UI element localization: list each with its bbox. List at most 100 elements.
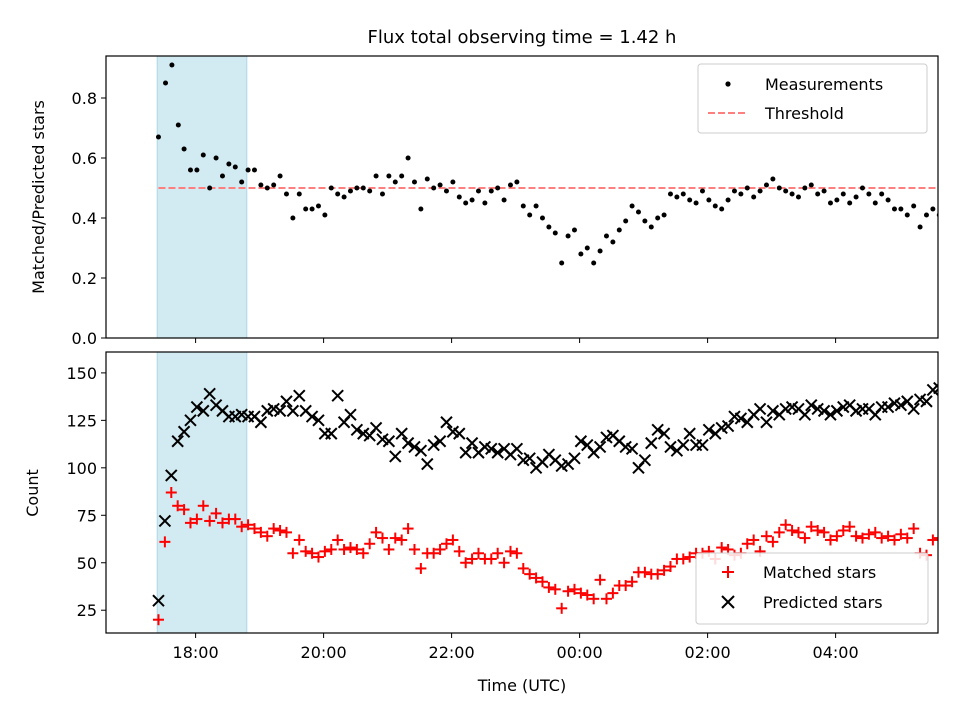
top-legend-box (697, 63, 928, 134)
matched-star-point (933, 537, 938, 540)
predicted-star-point (753, 402, 767, 416)
top-y-axis-label: Matched/Predicted stars (29, 100, 48, 294)
measurement-point (783, 188, 789, 194)
x-axis-label: Time (UTC) (477, 676, 566, 695)
matched-star-point (524, 568, 536, 580)
measurement-point (271, 182, 277, 188)
matched-star-point (242, 519, 254, 531)
predicted-star-point (184, 414, 197, 427)
predicted-star-point (830, 404, 844, 418)
predicted-star-point (625, 442, 639, 456)
matched-star-point (792, 526, 804, 538)
measurement-point (552, 230, 558, 236)
matched-star-point (204, 515, 216, 527)
bottom-legend-box (695, 552, 929, 625)
matched-star-point (364, 538, 376, 550)
matched-star-point (600, 593, 612, 605)
matched-star-point (588, 593, 600, 605)
matched-star-point (677, 553, 689, 565)
matched-star-point (786, 524, 798, 536)
measurement-point (635, 209, 641, 215)
measurement-point (303, 206, 309, 212)
predicted-star-point (421, 457, 434, 471)
predicted-star-point (491, 446, 504, 459)
measurement-point (277, 173, 283, 179)
measurement-point (507, 182, 513, 188)
matched-star-point (261, 530, 273, 542)
measurement-point (859, 185, 865, 191)
matched-star-point (888, 534, 900, 546)
predicted-star-point (798, 408, 812, 421)
matched-star-point (543, 581, 555, 593)
y-tick-label: 0.4 (72, 209, 97, 228)
matched-star-point (159, 536, 171, 548)
measurement-point (789, 191, 795, 197)
matched-star-point (152, 614, 164, 626)
measurement-point (175, 122, 181, 128)
predicted-star-point (523, 452, 536, 465)
matched-star-point (172, 500, 184, 512)
predicted-star-point (638, 454, 652, 467)
matched-star-point (325, 543, 337, 555)
measurement-point (802, 185, 808, 191)
predicted-star-point (920, 395, 933, 408)
matched-star-point (370, 526, 382, 538)
predicted-star-point (817, 404, 831, 418)
measurement-point (322, 212, 328, 218)
measurement-point (354, 185, 360, 191)
measurement-point (571, 227, 577, 233)
matched-star-point (639, 566, 651, 578)
measurement-point (584, 245, 590, 251)
measurement-point (373, 173, 379, 179)
predicted-star-point (286, 404, 300, 418)
matched-star-point (274, 524, 286, 536)
matched-star-point (850, 530, 862, 542)
predicted-star-point (254, 416, 268, 429)
predicted-star-point (395, 427, 408, 440)
matched-star-point (229, 513, 241, 525)
bottom-y-ticks: 25 50 75 100 125 150 (66, 364, 106, 620)
matched-star-point (453, 545, 465, 557)
predicted-star-point (574, 435, 588, 448)
predicted-star-point (171, 435, 184, 448)
matched-star-point (184, 517, 196, 529)
matched-star-point (376, 532, 388, 544)
measurement-point (853, 194, 859, 200)
matched-star-point (255, 526, 267, 538)
matched-star-point (908, 523, 920, 535)
measurement-point (264, 185, 270, 191)
predicted-star-point (440, 416, 453, 429)
predicted-star-point (683, 427, 696, 440)
measurement-point (411, 179, 417, 185)
matched-star-point (837, 524, 849, 536)
measurement-point (232, 164, 238, 170)
x-tick-label: 20:00 (301, 643, 347, 662)
matched-star-point (805, 521, 817, 533)
measurement-point (680, 191, 686, 197)
measurement-point (763, 182, 769, 188)
measurement-point (687, 197, 693, 203)
predicted-star-point (273, 404, 287, 418)
measurement-point (623, 218, 629, 224)
matched-star-point (466, 553, 478, 565)
measurement-point (514, 179, 520, 185)
measurement-point (693, 200, 699, 206)
predicted-star-point (734, 412, 748, 425)
matched-star-point (658, 564, 670, 576)
matched-star-point (876, 532, 888, 544)
predicted-star-point (453, 427, 466, 440)
matched-stars-series (152, 487, 938, 626)
measurement-point (181, 146, 187, 152)
matched-star-point (306, 547, 318, 559)
measurement-point (539, 215, 545, 221)
matched-star-point (178, 504, 190, 516)
legend-marker-predicted-stars (721, 595, 735, 609)
measurement-point (341, 194, 347, 200)
measurement-point (520, 203, 526, 209)
measurement-point (815, 191, 821, 197)
predicted-star-point (325, 427, 338, 440)
bottom-panel: 25 50 75 100 125 150 18:00 20:00 22:00 00:00 02:0… (23, 351, 939, 695)
measurement-point (565, 233, 571, 239)
predicted-stars-series (152, 381, 938, 607)
matched-star-point (511, 547, 523, 559)
